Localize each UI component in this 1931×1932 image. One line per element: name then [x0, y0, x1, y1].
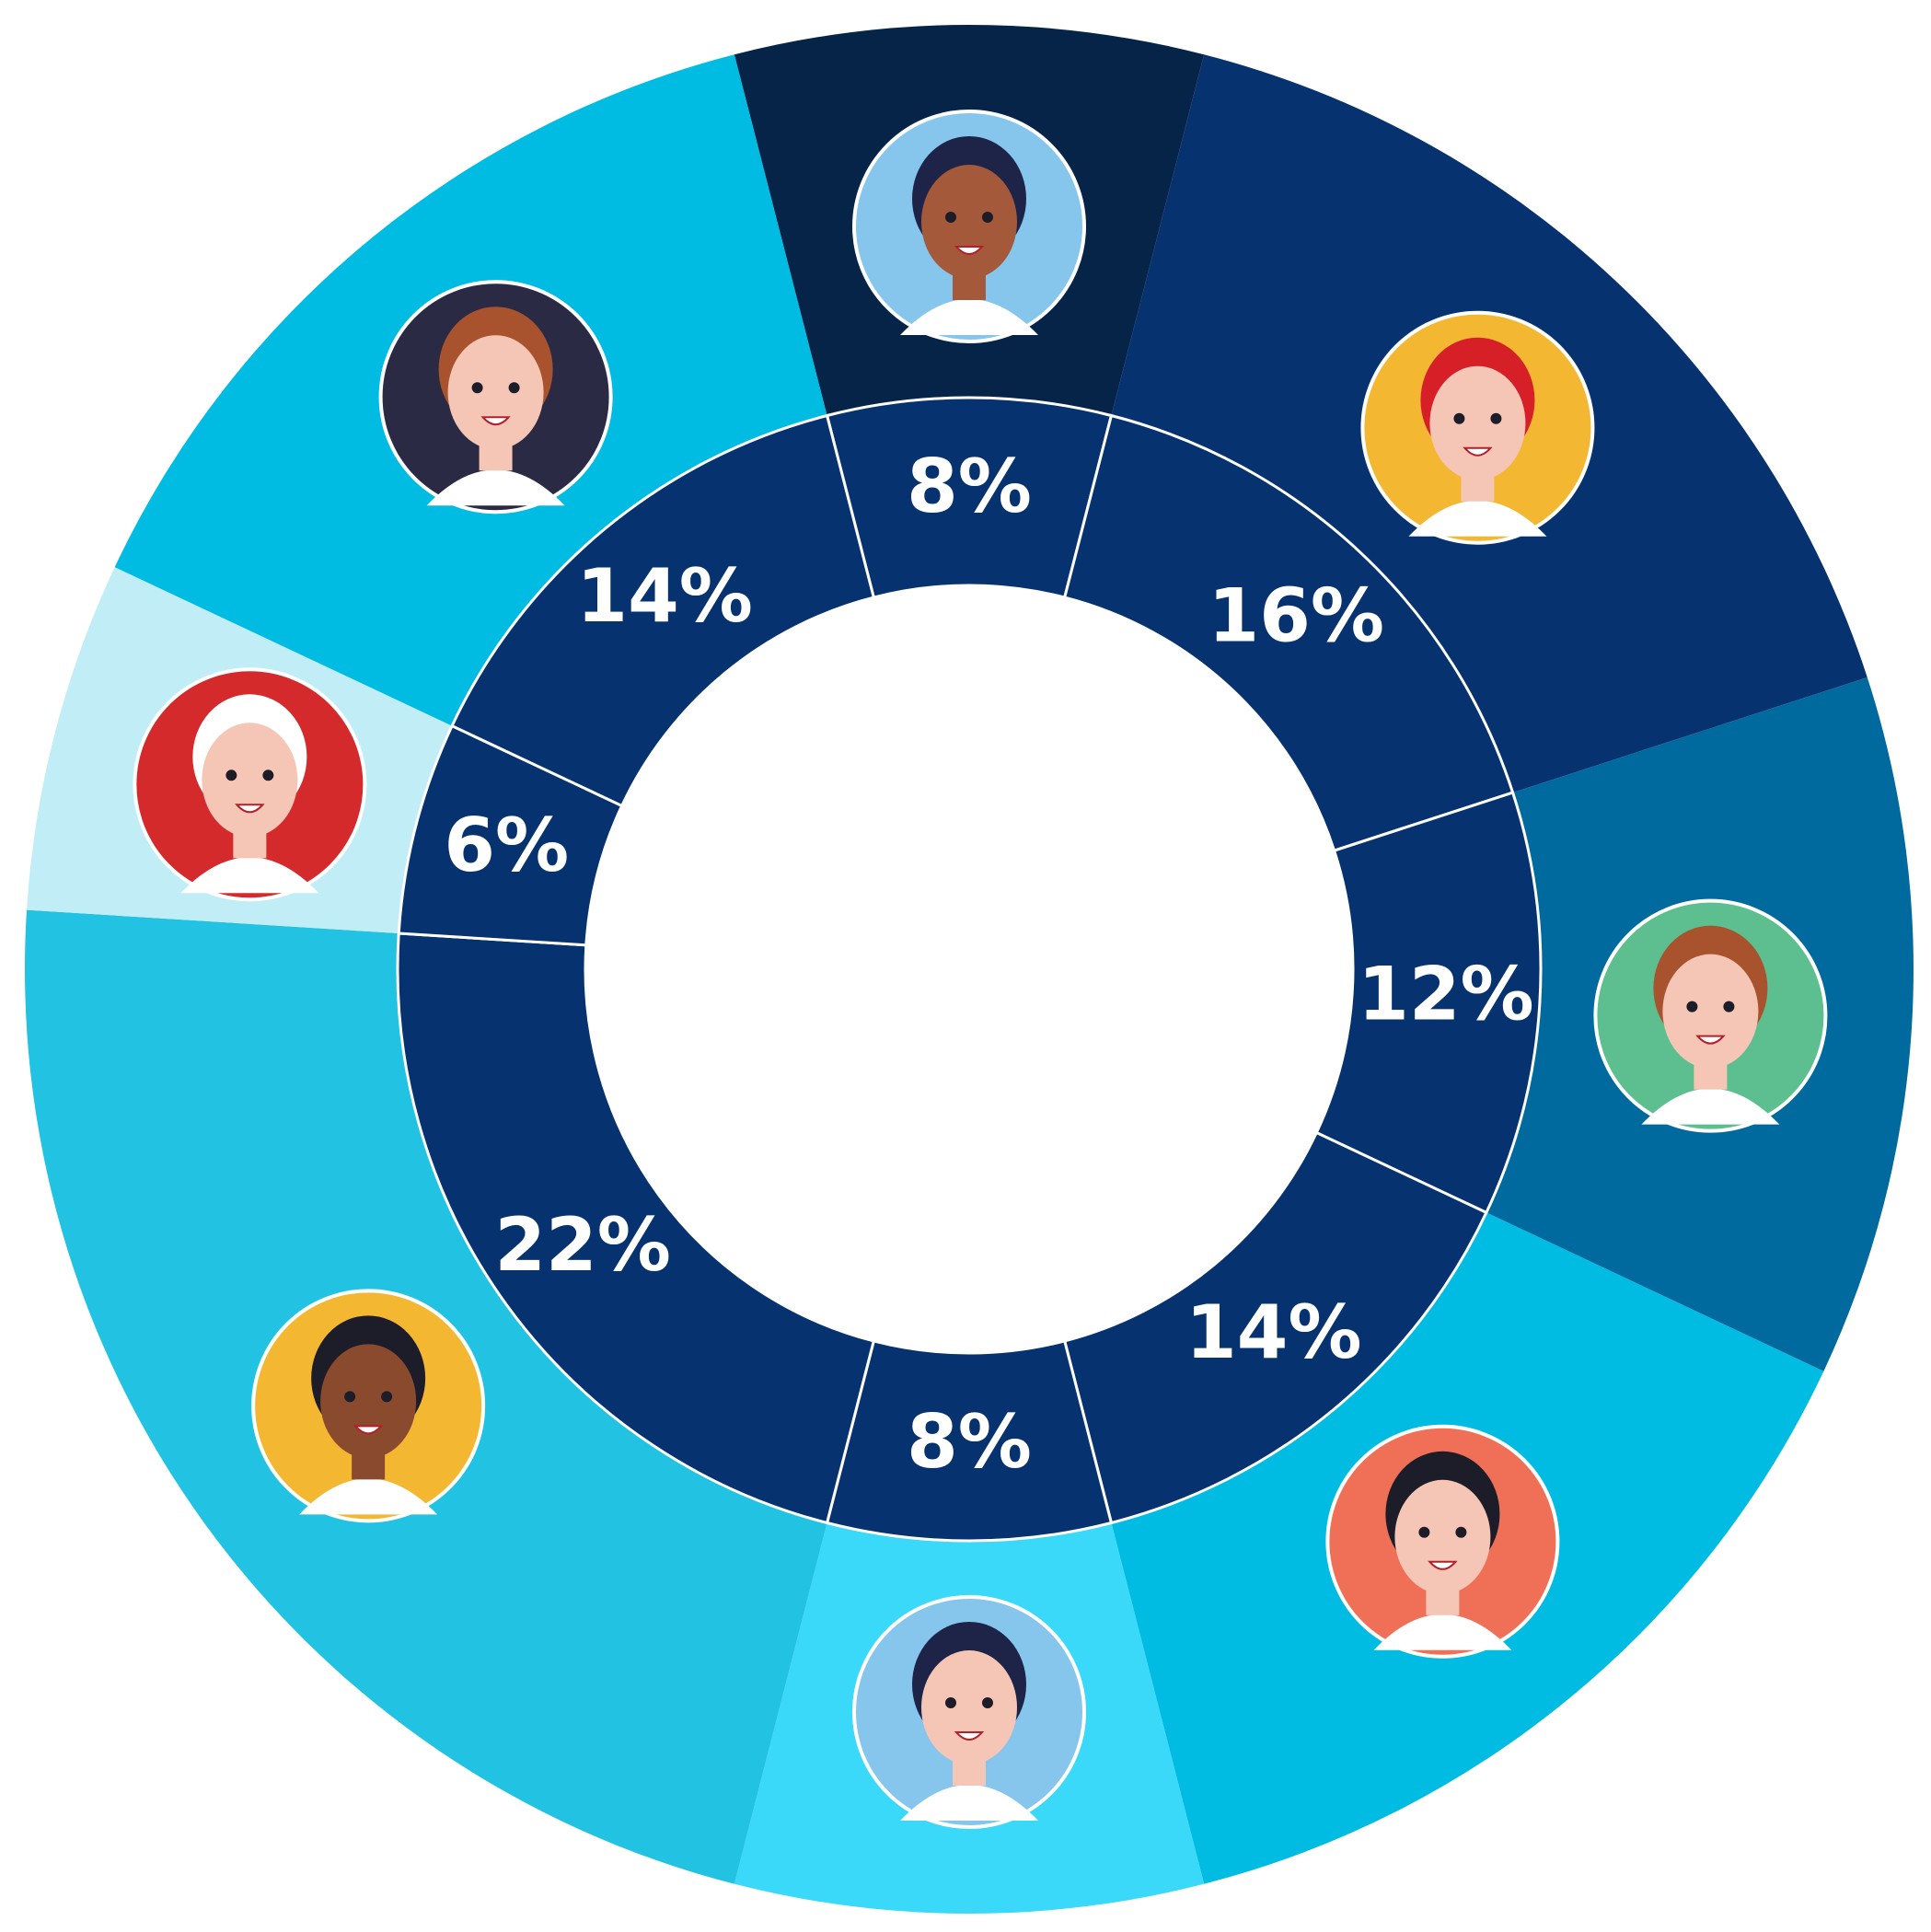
avatar-eye	[381, 1391, 393, 1403]
avatar	[1360, 310, 1595, 545]
avatar-eye	[225, 769, 237, 781]
value-label: 8%	[907, 444, 1032, 529]
avatar-mouth	[1695, 1035, 1726, 1045]
avatar-eye	[1455, 1526, 1467, 1538]
avatar	[852, 1595, 1086, 1829]
avatar-face	[202, 723, 298, 838]
avatar-eye	[262, 769, 274, 781]
avatar	[378, 280, 613, 515]
avatar-eye	[945, 1697, 956, 1708]
value-label: 22%	[494, 1202, 670, 1288]
value-label: 12%	[1358, 952, 1533, 1037]
avatar-mouth	[353, 1425, 384, 1435]
avatar-mouth	[954, 246, 985, 255]
avatar-face	[921, 1650, 1017, 1764]
avatar-face	[1662, 954, 1759, 1069]
avatar-eye	[982, 212, 993, 223]
avatar-eye	[1490, 412, 1502, 424]
value-label: 14%	[576, 553, 752, 639]
value-label: 8%	[907, 1399, 1032, 1485]
avatar-eye	[982, 1697, 993, 1708]
avatar-body	[426, 469, 565, 506]
value-label: 6%	[444, 803, 569, 888]
avatar-body	[900, 1785, 1038, 1821]
avatar-face	[1429, 365, 1526, 480]
value-label: 14%	[1185, 1290, 1361, 1375]
avatar-mouth	[1428, 1560, 1458, 1570]
avatar-mouth	[480, 416, 511, 426]
avatar-body	[1373, 1614, 1512, 1650]
avatar-mouth	[235, 804, 265, 814]
avatar-body	[900, 299, 1038, 335]
avatar-face	[1394, 1479, 1491, 1594]
avatar	[251, 1289, 486, 1523]
avatar-eye	[945, 212, 956, 223]
avatar-eye	[471, 382, 483, 394]
avatar-eye	[1418, 1526, 1430, 1538]
value-label: 16%	[1208, 573, 1384, 659]
avatar-mouth	[1463, 446, 1493, 457]
avatar-eye	[1723, 1001, 1735, 1012]
avatar-eye	[1686, 1001, 1698, 1012]
avatar-eye	[508, 382, 520, 394]
avatar-face	[447, 335, 544, 450]
avatar	[852, 110, 1086, 343]
avatar	[133, 667, 367, 902]
avatar-body	[1641, 1088, 1780, 1125]
center-hole	[585, 585, 1353, 1353]
avatar-mouth	[954, 1731, 985, 1741]
avatar-eye	[1453, 412, 1465, 424]
avatar	[1325, 1424, 1560, 1659]
avatar-body	[299, 1478, 438, 1515]
avatar-eye	[344, 1391, 356, 1403]
avatar-face	[320, 1344, 417, 1459]
avatar-body	[1408, 500, 1547, 537]
avatar-body	[180, 857, 319, 894]
avatar-face	[921, 165, 1017, 279]
avatar	[1593, 898, 1828, 1133]
